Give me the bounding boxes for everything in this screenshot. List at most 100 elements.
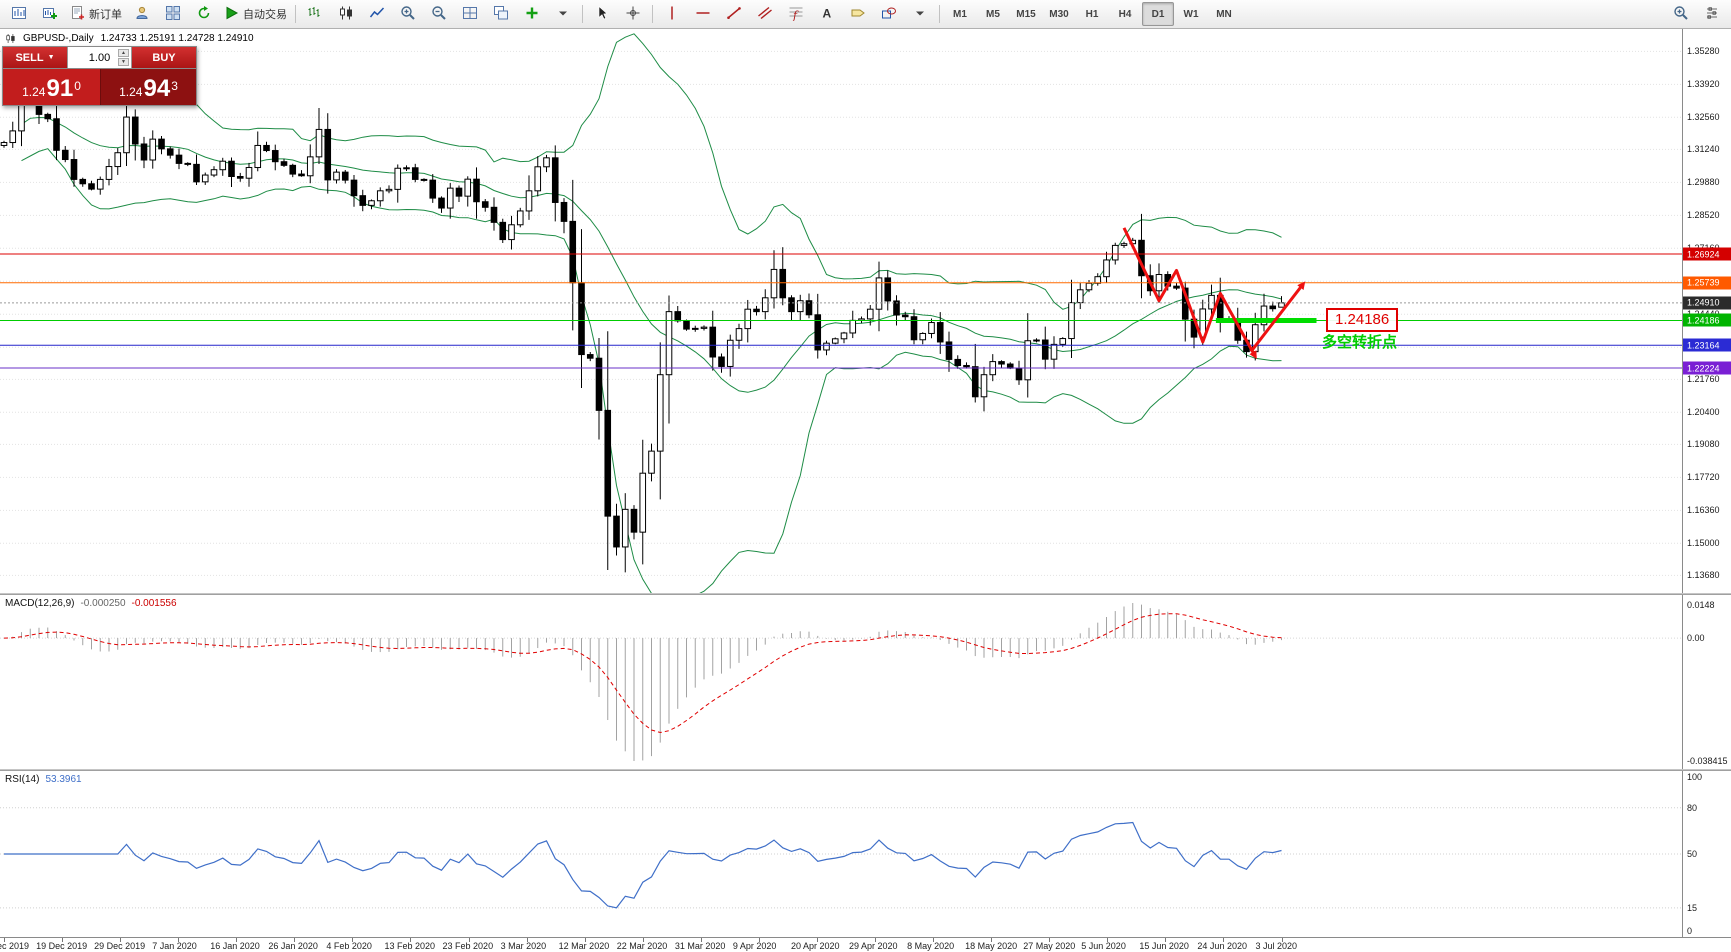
time-axis-label: 12 Mar 2020: [558, 941, 610, 951]
time-axis-label: 24 Jun 2020: [1197, 941, 1247, 951]
rsi-chart[interactable]: [0, 771, 1683, 937]
time-axis-label: 18 May 2020: [965, 941, 1018, 951]
price-axis-label: 1.32560: [1687, 112, 1720, 123]
time-tick: [120, 938, 122, 942]
profiles-icon[interactable]: [127, 2, 157, 26]
rsi-pane[interactable]: RSI(14) 53.3961 100 80 50 15 0: [0, 771, 1731, 937]
timeframe-button-h4[interactable]: H4: [1118, 8, 1132, 20]
pane-splitter[interactable]: [0, 769, 1731, 771]
indicators-icon[interactable]: [517, 2, 547, 26]
trendline-icon[interactable]: [719, 2, 749, 26]
price-axis[interactable]: 1.35280 1.33920 1.32560 1.31240 1.29880 1.285…: [1682, 29, 1731, 593]
horizontal-lines[interactable]: [0, 253, 1683, 369]
timeframe-button-m15[interactable]: M15: [1016, 8, 1036, 20]
indicators-caret-icon[interactable]: [548, 2, 578, 26]
refresh-icon: [196, 5, 212, 24]
macd-chart[interactable]: [0, 595, 1683, 769]
chart-properties-icon[interactable]: [1697, 2, 1727, 26]
market-watch-icon: [165, 5, 181, 24]
chart-window-icon[interactable]: [4, 2, 34, 26]
new-order-button-label: 新订单: [89, 9, 122, 21]
one-click-trade-panel: SELL ▼ 1.00 ▲ ▼ BUY 1.24 91 0 1.24: [2, 46, 197, 106]
svg-text:f: f: [792, 9, 799, 21]
time-axis-label: 16 Jan 2020: [210, 941, 260, 951]
toolbar-separator: [582, 5, 583, 23]
market-watch-icon[interactable]: [158, 2, 188, 26]
trend-arrows[interactable]: [1122, 227, 1306, 360]
line-chart-icon[interactable]: [362, 2, 392, 26]
time-tick: [991, 938, 993, 942]
candle-chart-icon: [338, 5, 354, 24]
shapes-caret-icon[interactable]: [905, 2, 935, 26]
sell-button[interactable]: SELL ▼: [3, 47, 67, 68]
timeframe-button-h1[interactable]: H1: [1085, 8, 1099, 20]
time-axis-label: 20 Apr 2020: [790, 941, 840, 951]
arrow-label-icon[interactable]: [843, 2, 873, 26]
rsi-value: 53.3961: [45, 774, 82, 785]
timeframe-button-m5[interactable]: M5: [986, 8, 1000, 20]
time-tick: [410, 938, 412, 942]
price-chart-pane[interactable]: GBPUSD-,Daily 1.24733 1.25191 1.24728 1.…: [0, 29, 1731, 593]
horizontal-line-icon[interactable]: [688, 2, 718, 26]
timeframe-button-m30[interactable]: M30: [1049, 8, 1069, 20]
price-axis-label: 1.15000: [1687, 538, 1720, 549]
price-axis-label: 1.33920: [1687, 79, 1720, 90]
price-chart[interactable]: [0, 29, 1683, 593]
text-icon[interactable]: A: [812, 2, 842, 26]
vertical-line-icon: [664, 5, 680, 24]
shapes-icon[interactable]: [874, 2, 904, 26]
zoom-out-icon[interactable]: [424, 2, 454, 26]
rsi-axis-label: 100: [1687, 772, 1703, 782]
ask-price-button[interactable]: 1.24 94 3: [100, 69, 196, 105]
price-tag-1.25739: 1.25739: [1683, 276, 1731, 290]
crosshair-icon[interactable]: [618, 2, 648, 26]
zoom-out-icon: [431, 5, 447, 24]
time-axis[interactable]: 10 Dec 2019 19 Dec 2019 29 Dec 2019 7 Jan 2…: [0, 937, 1731, 952]
new-chart-icon[interactable]: [35, 2, 65, 26]
rsi-axis-label: 50: [1687, 849, 1698, 859]
horizontal-line-icon: [695, 5, 711, 24]
autotrade-button[interactable]: 自动交易: [220, 2, 291, 26]
bar-chart-icon[interactable]: [300, 2, 330, 26]
candle-chart-icon[interactable]: [331, 2, 361, 26]
bid-big: 91: [46, 75, 74, 102]
time-tick: [468, 938, 470, 942]
fibonacci-icon[interactable]: f: [781, 2, 811, 26]
bid-head: 1.24: [22, 85, 46, 100]
refresh-icon[interactable]: [189, 2, 219, 26]
tile-windows-icon[interactable]: [455, 2, 485, 26]
time-tick: [1165, 938, 1167, 942]
volume-stepper[interactable]: ▲ ▼: [118, 49, 129, 66]
bid-price-button[interactable]: 1.24 91 0: [3, 69, 100, 105]
zoom-in-icon[interactable]: [393, 2, 423, 26]
time-axis-label: 22 Mar 2020: [616, 941, 668, 951]
price-axis-label: 1.28520: [1687, 210, 1720, 221]
vertical-line-icon[interactable]: [657, 2, 687, 26]
volume-field[interactable]: 1.00 ▲ ▼: [67, 47, 132, 68]
time-tick: [816, 938, 818, 942]
buy-button[interactable]: BUY: [132, 47, 196, 68]
price-annotation-box[interactable]: 1.24186: [1326, 308, 1399, 333]
cursor-icon[interactable]: [587, 2, 617, 26]
pivot-annotation-text[interactable]: 多空转折点: [1322, 334, 1398, 352]
equidistant-channel-icon[interactable]: [750, 2, 780, 26]
price-tag-1.26924: 1.26924: [1683, 247, 1731, 261]
macd-pane[interactable]: MACD(12,26,9) -0.000250 -0.001556 0.0148…: [0, 595, 1731, 769]
timeframe-button-m1[interactable]: M1: [953, 8, 967, 20]
pane-splitter[interactable]: [0, 593, 1731, 595]
timeframe-button-w1[interactable]: W1: [1183, 8, 1199, 20]
timeframe-button-d1[interactable]: D1: [1142, 2, 1174, 26]
time-tick: [700, 938, 702, 942]
timeframe-button-mn[interactable]: MN: [1216, 8, 1232, 20]
time-tick: [4, 938, 5, 942]
new-order-button[interactable]: 新订单: [66, 2, 126, 26]
time-axis-label: 15 Jun 2020: [1139, 941, 1189, 951]
fibonacci-icon: f: [788, 5, 804, 24]
time-tick: [526, 938, 528, 942]
toolbar-right-group: [1666, 2, 1727, 26]
time-axis-label: 31 Mar 2020: [674, 941, 726, 951]
shapes-caret-icon: [912, 5, 928, 24]
buy-label: BUY: [152, 51, 176, 64]
magnifier-icon[interactable]: [1666, 2, 1696, 26]
cascade-windows-icon[interactable]: [486, 2, 516, 26]
